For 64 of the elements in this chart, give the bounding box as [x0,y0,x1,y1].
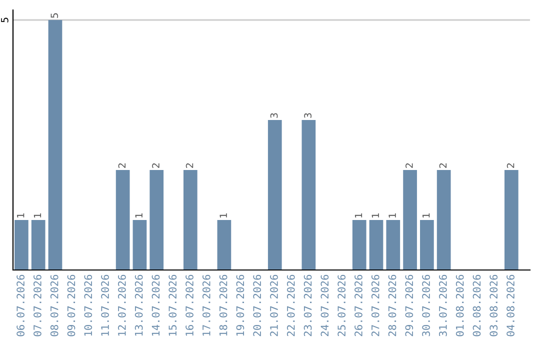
x-tick-label: 24.07.2026 [320,274,329,336]
data-label: 1 [34,213,42,218]
x-tick-label: 29.07.2026 [405,274,414,336]
data-label: 1 [388,213,396,218]
data-label: 2 [186,163,194,168]
x-tick-label: 12.07.2026 [118,274,126,336]
data-label: 2 [506,163,514,168]
bar [504,170,518,270]
x-tick-label: 26.07.2026 [354,274,362,336]
bar [352,220,366,270]
x-tick-label: 13.07.2026 [134,274,143,336]
x-tick-label: 03.08.2026 [490,274,498,336]
data-label: 1 [422,213,430,218]
data-label: 2 [439,163,447,168]
x-tick-label: 10.07.2026 [84,274,92,336]
data-label: 2 [152,163,160,168]
x-tick-label: 14.07.2026 [152,274,160,336]
bar [420,220,434,270]
bar [436,170,451,270]
bar [132,220,147,270]
x-tick-label: 15.07.2026 [168,274,177,336]
x-tick-label: 06.07.2026 [16,274,24,336]
x-tick-label: 16.07.2026 [186,274,194,336]
data-label: 1 [372,213,379,218]
x-tick-label: 27.07.2026 [371,274,380,336]
data-label: 1 [354,213,362,218]
bar [302,120,316,270]
x-tick-label: 09.07.2026 [67,274,76,336]
x-tick-label: 04.08.2026 [506,274,514,336]
data-label: 1 [220,213,227,218]
x-tick-label: 28.07.2026 [388,274,396,336]
x-tick-label: 23.07.2026 [304,274,312,336]
data-label: 2 [118,163,126,168]
bar [150,170,164,270]
bar [48,20,62,270]
x-tick-label: 07.07.2026 [34,274,42,336]
x-tick-label: 18.07.2026 [219,274,228,336]
bar [14,220,28,270]
data-label: 3 [270,113,278,118]
bar [369,220,384,270]
x-tick-label: 25.07.2026 [338,274,346,336]
bar [386,220,400,270]
bar [31,220,46,270]
x-tick-label: 17.07.2026 [202,274,210,336]
bar [183,170,198,270]
x-tick-label: 20.07.2026 [253,274,262,336]
x-tick-label: 08.07.2026 [50,274,58,336]
data-label: 1 [135,213,142,218]
x-tick-label: 22.07.2026 [286,274,295,336]
data-label: 2 [406,163,413,168]
x-tick-label: 02.08.2026 [472,274,481,336]
bar [116,170,130,270]
x-tick-label: 30.07.2026 [422,274,430,336]
data-label: 3 [304,113,312,118]
bar [217,220,232,270]
x-tick-label: 01.08.2026 [456,274,464,336]
x-tick-label: 31.07.2026 [439,274,447,336]
x-tick-label: 19.07.2026 [236,274,244,336]
data-label: 1 [17,213,24,218]
data-label: 5 [50,13,58,18]
bar [403,170,417,270]
x-tick-label: 21.07.2026 [270,274,278,336]
bar [268,120,282,270]
x-tick-label: 11.07.2026 [101,274,109,336]
